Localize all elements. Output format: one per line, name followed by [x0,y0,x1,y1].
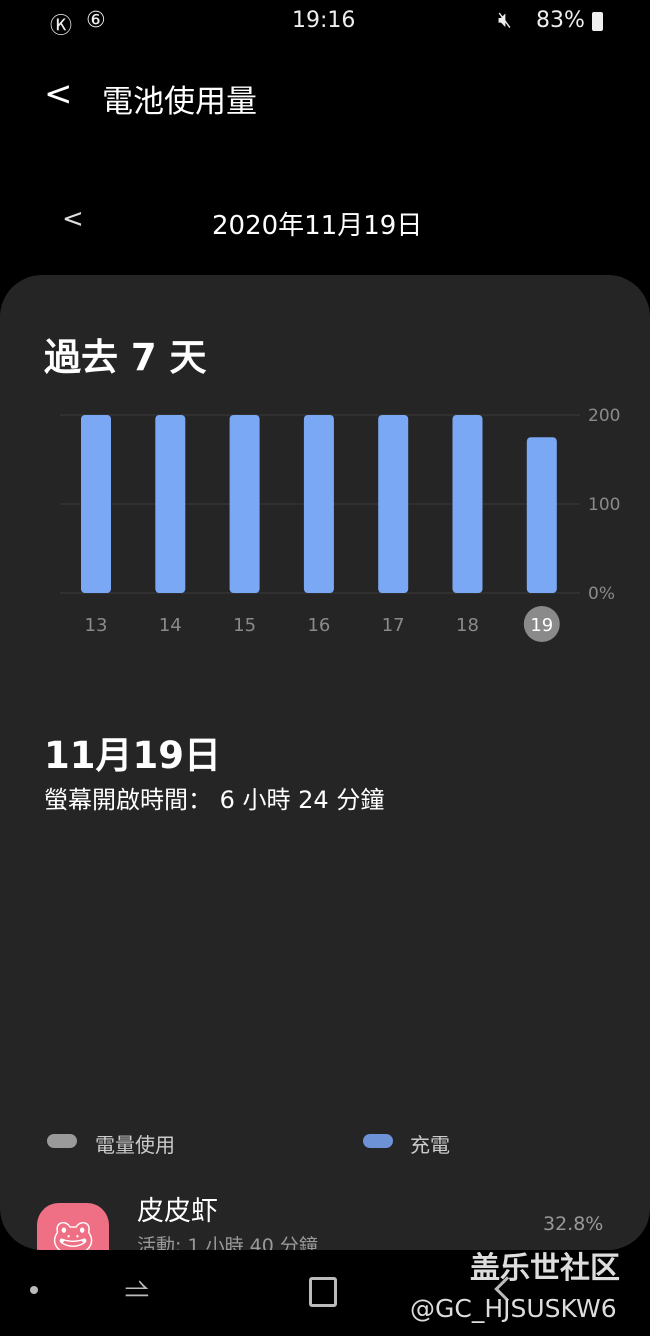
home-icon[interactable] [309,1277,337,1307]
y-tick-label: 0% [588,584,615,604]
app-list-item[interactable]: 🐸︎ 皮皮虾 活動: 1 小時 40 分鐘 32.8% [0,1175,650,1250]
bar-16 [303,415,334,593]
recent-apps-icon[interactable]: ⥬ [125,1272,149,1307]
daily-battery-chart: 0%50100048121620現在 [0,845,650,1095]
x-tick-label: 17 [382,615,405,636]
charging-legend-label: 充電 [410,1133,450,1157]
prev-date-button[interactable]: < [62,204,84,234]
weekly-title: 過去 7 天 [44,336,207,379]
charging-legend-swatch [363,1134,393,1148]
app-activity: 活動: 1 小時 40 分鐘 [137,1235,318,1250]
app-name: 皮皮虾 [137,1196,218,1227]
mute-icon: 🔇︎ [498,8,512,33]
battery-percent: 83% [536,8,585,33]
usage-legend-label: 電量使用 [95,1133,175,1157]
day-title: 11月19日 [44,734,221,777]
app-icon: 🐸︎ [37,1203,109,1250]
bar-18 [452,415,483,593]
bar-19 [526,437,557,593]
notification-icon: ⑥ [86,8,106,33]
x-tick-label: 18 [456,615,479,636]
y-tick-label: 200 [588,406,620,426]
weekly-bar-chart: 0% 100 200 13 14 15 16 17 18 19 [60,406,620,642]
watermark-handle: @GC_HJSUSKW6 [410,1294,617,1323]
nav-dot[interactable] [30,1286,38,1294]
x-tick-label: 19 [530,615,553,636]
bar-14 [155,415,186,593]
app-percent: 32.8% [543,1213,604,1235]
date-label: 2020年11月19日 [212,211,423,241]
screen-on-time: 螢幕開啟時間： 6 小時 24 分鐘 [44,786,385,814]
battery-icon [592,12,603,31]
x-tick-label: 14 [159,615,182,636]
watermark-title: 盖乐世社区 [470,1251,620,1286]
k-icon: Ⓚ [50,14,73,39]
usage-card: 過去 7 天 0% 100 200 13 14 15 16 17 18 19 11月19日 螢幕開… [0,275,650,1250]
y-tick-label: 100 [588,495,620,515]
bar-17 [378,415,409,593]
x-tick-label: 16 [307,615,330,636]
usage-legend-swatch [47,1134,77,1148]
x-tick-label: 15 [233,615,256,636]
bar-13 [81,415,111,593]
x-tick-label: 13 [85,615,108,636]
back-arrow-icon[interactable]: < [44,74,73,114]
selected-day-marker [523,606,560,642]
clock: 19:16 [292,8,356,33]
bar-15 [229,415,260,593]
page-title: 電池使用量 [102,84,257,120]
